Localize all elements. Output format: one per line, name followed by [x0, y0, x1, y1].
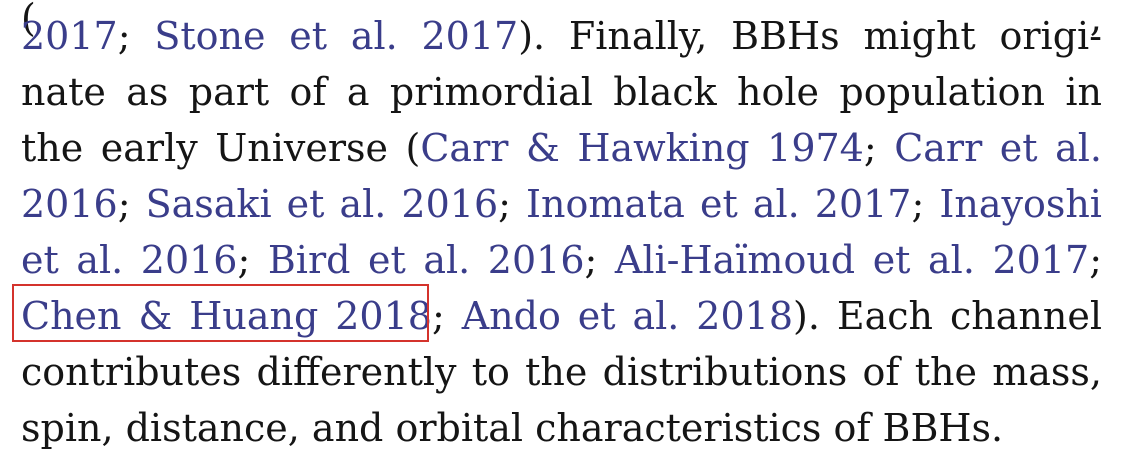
text-line-1: 2017; Stone et al. 2017). Finally, BBHs … — [21, 8, 1102, 64]
body-text: the early Universe ( — [21, 126, 421, 170]
citation-link-ando-2018[interactable]: Ando et al. 2018 — [461, 294, 794, 338]
citation-link-stone-2017[interactable]: Stone et al. 2017 — [154, 14, 519, 58]
body-text: ). Finally, BBHs might origi- — [518, 14, 1103, 58]
body-text: ; — [498, 182, 526, 226]
text-line-7: contributes differently to the distribut… — [21, 344, 1102, 400]
body-text: ; — [584, 238, 615, 282]
body-text: nate as part of a primordial black hole … — [21, 70, 1102, 114]
body-text: ; — [911, 182, 940, 226]
citation-link-bird-2016[interactable]: Bird et al. 2016 — [267, 238, 585, 282]
body-text: ; — [237, 238, 268, 282]
citation-link-inayoshi-2016[interactable]: Inayoshi — [939, 182, 1102, 226]
text-line-6: Chen & Huang 2018; Ando et al. 2018). Ea… — [21, 288, 1102, 344]
citation-link-inomata-2017[interactable]: Inomata et al. 2017 — [525, 182, 912, 226]
citation-link-chen-huang-2018[interactable]: Chen & Huang 2018 — [21, 294, 432, 338]
text-line-2: nate as part of a primordial black hole … — [21, 64, 1102, 120]
citation-link-inayoshi-2016-cont[interactable]: et al. 2016 — [21, 238, 238, 282]
body-text: ; — [1089, 238, 1102, 282]
text-line-4: 2016; Sasaki et al. 2016; Inomata et al.… — [21, 176, 1102, 232]
body-text: ; — [117, 14, 155, 58]
body-text: ; — [863, 126, 895, 170]
text-line-5: et al. 2016; Bird et al. 2016; Ali-Haïmo… — [21, 232, 1102, 288]
body-text: contributes differently to the distribut… — [21, 350, 1102, 394]
body-text: ; — [431, 294, 462, 338]
body-text: spin, distance, and orbital characterist… — [21, 406, 1004, 450]
citation-link-ali-haimoud-2017[interactable]: Ali-Haïmoud et al. 2017 — [614, 238, 1090, 282]
body-text: ; — [117, 182, 146, 226]
text-line-8: spin, distance, and orbital characterist… — [21, 400, 1102, 456]
body-text: ). Each channel — [793, 294, 1102, 338]
citation-link-carr-2016-year[interactable]: 2016 — [21, 182, 118, 226]
citation-link-sasaki-2016[interactable]: Sasaki et al. 2016 — [145, 182, 499, 226]
citation-link[interactable]: 2017 — [21, 14, 118, 58]
citation-link-carr-hawking-1974[interactable]: Carr & Hawking 1974 — [420, 126, 864, 170]
text-line-3: the early Universe (Carr & Hawking 1974;… — [21, 120, 1102, 176]
cut-off-text: ( , — [21, 0, 1102, 40]
cut-off-line: ( , — [21, 0, 1102, 46]
citation-link-carr-2016[interactable]: Carr et al. — [894, 126, 1102, 170]
